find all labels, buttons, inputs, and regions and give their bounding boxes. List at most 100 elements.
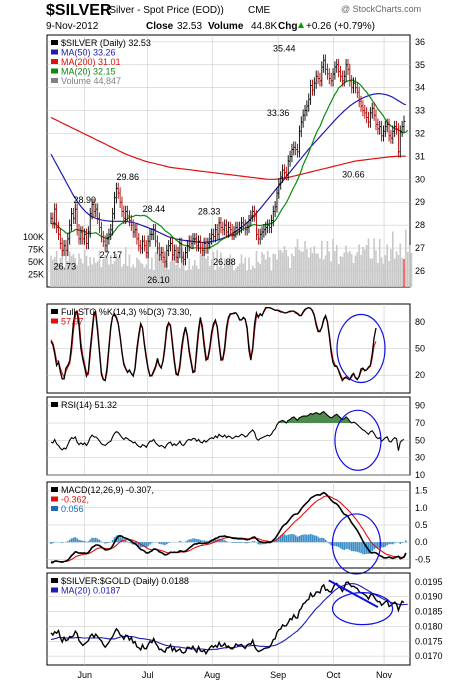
- volume-bar: [304, 241, 306, 287]
- macd-histogram-bar: [257, 542, 260, 545]
- macd-histogram-bar: [378, 542, 381, 549]
- volume-bar: [76, 265, 78, 287]
- macd-histogram-bar: [369, 542, 372, 554]
- macd-histogram-bar: [236, 542, 239, 543]
- macd-histogram-bar: [309, 533, 312, 543]
- volume-bar: [177, 257, 179, 287]
- volume-bar: [53, 257, 56, 287]
- volume-bar: [390, 249, 392, 287]
- price-annotation: 29.86: [116, 172, 139, 182]
- rsi-line: [50, 411, 405, 451]
- close-value: 32.53: [177, 21, 202, 32]
- y-tick-label: 0.0175: [415, 636, 443, 646]
- volume-bar: [302, 251, 304, 287]
- volume-bar: [337, 264, 340, 287]
- macd-histogram-bar: [296, 536, 299, 543]
- annotation-circle: [334, 409, 382, 471]
- macd-histogram-bar: [98, 539, 101, 543]
- volume-bar: [263, 254, 265, 287]
- volume-bar: [145, 264, 148, 287]
- volume-bar: [109, 255, 112, 287]
- macd-histogram-bar: [330, 542, 332, 546]
- volume-bar: [393, 258, 396, 287]
- y-tick-label: -0.5: [415, 554, 431, 564]
- volume-bar: [104, 255, 106, 287]
- volume-bar: [261, 252, 263, 287]
- macd-histogram-bar: [335, 542, 338, 547]
- price-annotation: 30.66: [342, 170, 365, 180]
- macd-histogram-bar: [356, 542, 359, 552]
- volume-bar: [242, 263, 245, 287]
- volume-bar: [169, 261, 172, 287]
- macd-histogram-bar: [151, 542, 153, 544]
- macd-histogram-bar: [76, 538, 78, 543]
- volume-bar: [119, 255, 121, 287]
- ratio-panel-frame: [46, 572, 411, 666]
- volume-bar: [388, 261, 390, 287]
- macd-histogram-bar: [100, 541, 103, 543]
- macd-histogram-bar: [179, 540, 181, 543]
- volume-bar: [91, 264, 93, 287]
- price-annotation: 35.44: [273, 44, 296, 54]
- macd-histogram-bar: [225, 541, 228, 543]
- macd-histogram-bar: [298, 536, 301, 543]
- macd-histogram-bar: [279, 535, 282, 543]
- volume-bar: [270, 270, 273, 287]
- macd-histogram-bar: [162, 542, 164, 545]
- chart-description: (Silver - Spot Price (EOD)): [106, 5, 224, 16]
- volume-bar: [322, 259, 325, 287]
- volume-bar: [296, 239, 299, 287]
- macd-histogram-bar: [289, 534, 291, 543]
- volume-bar: [298, 250, 301, 287]
- volume-bar: [87, 266, 90, 287]
- macd-histogram-bar: [332, 542, 334, 546]
- volume-bar: [315, 253, 318, 287]
- macd-histogram-bar: [293, 534, 295, 543]
- macd-histogram-bar: [124, 540, 127, 543]
- volume-bar: [55, 251, 58, 287]
- y-tick-label: 0.0170: [415, 651, 443, 661]
- volume-bar: [137, 259, 140, 287]
- macd-histogram-bar: [350, 542, 353, 552]
- ma200-line: [50, 116, 406, 180]
- volume-bar: [240, 254, 243, 287]
- volume-bar: [248, 257, 250, 287]
- volume-bar: [317, 253, 319, 287]
- volume-bar: [126, 266, 129, 287]
- volume-bar: [78, 253, 80, 287]
- macd-histogram-bar: [113, 537, 116, 543]
- macd-histogram-bar: [380, 542, 383, 548]
- y-tick-label: 26: [415, 266, 425, 276]
- volume-bar: [378, 239, 381, 287]
- legend-entry: MA(200) 31.01: [61, 57, 121, 67]
- volume-bar: [306, 249, 308, 287]
- macd-histogram-bar: [311, 534, 314, 543]
- macd-histogram-bar: [70, 538, 73, 543]
- y-tick-label: 50: [415, 344, 425, 354]
- macd-histogram-bar: [119, 536, 121, 543]
- volume-bar: [238, 263, 241, 287]
- volume-bar: [365, 245, 368, 287]
- volume-bar: [287, 256, 290, 287]
- macd-histogram-bar: [167, 542, 170, 543]
- macd-histogram-bar: [244, 542, 247, 544]
- macd-histogram-bar: [377, 542, 379, 549]
- volume-bar: [399, 243, 402, 287]
- volume-bar: [102, 259, 105, 287]
- ratio-line: [50, 581, 405, 656]
- volume-bar: [59, 258, 62, 287]
- macd-histogram-bar: [240, 542, 243, 543]
- legend-entry: Volume 44,847: [61, 76, 121, 86]
- volume-bar: [367, 238, 370, 287]
- volume-bar: [257, 262, 260, 287]
- y-tick-label: 90: [415, 401, 425, 411]
- volume-bar: [175, 265, 177, 287]
- volume-bar: [281, 252, 284, 287]
- macd-histogram-bar: [96, 538, 99, 543]
- volume-bar: [255, 251, 258, 287]
- macd-histogram-bar: [324, 539, 327, 543]
- volume-bar: [341, 257, 344, 287]
- macd-histogram-bar: [126, 541, 129, 543]
- macd-histogram-bar: [300, 534, 303, 543]
- volume-bar: [214, 270, 217, 287]
